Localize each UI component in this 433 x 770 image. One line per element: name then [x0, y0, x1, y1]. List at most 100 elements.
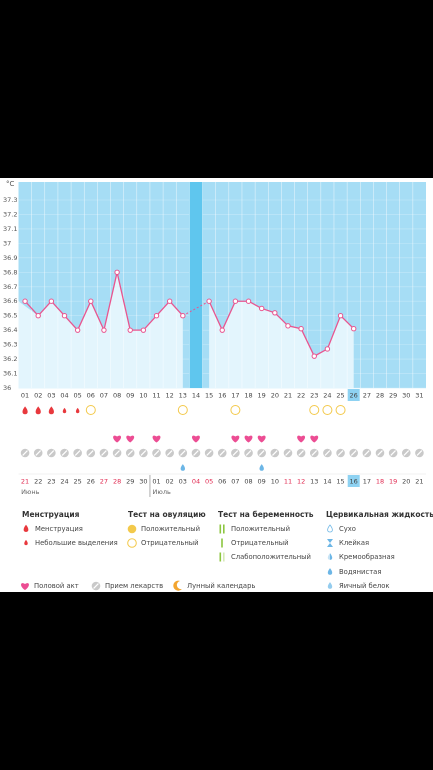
day-label: 02: [34, 392, 42, 400]
date-label: 12: [297, 478, 305, 486]
y-tick-label: 36.2: [3, 355, 17, 363]
legend-title: Менструация: [22, 510, 80, 519]
legend-icon: [219, 524, 222, 534]
day-label: 19: [258, 392, 266, 400]
day-label: 13: [179, 392, 187, 400]
temperature-point: [114, 269, 120, 276]
temperature-point: [140, 327, 147, 333]
medication-icon-slash: [245, 450, 252, 456]
y-tick-label: 36.6: [3, 297, 17, 305]
day-label: 08: [113, 392, 121, 400]
day-label: 17: [231, 392, 239, 400]
gap-connector: [182, 300, 210, 317]
legend-icon: [327, 568, 333, 575]
today-box: [347, 475, 360, 487]
y-tick-label: 36.4: [3, 326, 17, 334]
day-label: 20: [271, 392, 279, 400]
day-label: 27: [363, 392, 371, 400]
medication-icon-slash: [219, 450, 226, 456]
temperature-point: [74, 327, 81, 333]
legend-icon: [219, 552, 222, 562]
day-label: 26: [350, 392, 358, 400]
temperature-point: [337, 312, 344, 319]
medication-icon-slash: [206, 450, 212, 456]
date-label: 13: [310, 478, 318, 486]
day-label: 11: [152, 392, 160, 400]
legend-icon: [127, 538, 137, 548]
date-label: 16: [350, 478, 358, 486]
y-tick-label: 37.3: [3, 196, 17, 204]
legend-title: Тест на овуляцию: [128, 510, 206, 519]
ovulation-negative-icon: [335, 405, 346, 415]
medication-icon-slash: [153, 450, 160, 456]
temperature-point: [272, 310, 278, 316]
legend-item: Яичный белок: [339, 582, 390, 590]
legend-item: Положительный: [141, 525, 200, 533]
legend-icon: [23, 524, 29, 532]
temperature-point: [166, 298, 173, 304]
y-tick-label: 36.8: [3, 268, 17, 276]
intercourse-icon: [113, 435, 122, 443]
date-label: 25: [74, 478, 82, 486]
medication-icon-slash: [403, 450, 410, 456]
medication-icon-slash: [87, 450, 94, 456]
medication-icon-slash: [61, 450, 68, 456]
legend-icon-slash: [93, 583, 99, 589]
temperature-point: [61, 312, 68, 319]
legend-item: Небольшие выделения: [35, 539, 118, 547]
medication-icon-slash: [324, 450, 331, 456]
ovulation-negative-icon: [322, 405, 333, 415]
medication-icon-slash: [377, 450, 383, 456]
temperature-point: [22, 298, 28, 304]
unit: °С: [6, 180, 15, 188]
intercourse-icon: [257, 435, 266, 443]
medication-icon-slash: [285, 450, 291, 456]
medication-icon-slash: [390, 450, 396, 456]
menstruation-icon: [48, 406, 54, 415]
medication-icon-slash: [22, 450, 28, 456]
medication-icon-slash: [140, 450, 147, 456]
legend-icon: [327, 524, 333, 533]
month-label: Июнь: [21, 488, 40, 496]
day-label: 29: [389, 392, 397, 400]
y-tick-label: 36.5: [3, 312, 17, 320]
temperature-point: [258, 305, 265, 312]
date-label: 10: [271, 478, 279, 486]
day-label: 01: [21, 392, 29, 400]
area: [18, 272, 183, 388]
ovulation-negative-icon: [85, 405, 96, 415]
date-label: 06: [218, 478, 226, 486]
legend-item: Водянистая: [339, 568, 381, 576]
date-label: 26: [87, 478, 95, 486]
medication-icon-slash: [166, 450, 173, 456]
y-tick-label: 36.9: [3, 254, 17, 262]
date-label: 18: [376, 478, 384, 486]
temperature-point: [180, 312, 186, 319]
intercourse-icon: [192, 435, 200, 443]
date-label: 02: [166, 478, 174, 486]
medication-icon-slash: [311, 450, 318, 456]
y-tick-label: 37.1: [3, 225, 17, 233]
gap-column: [189, 182, 203, 388]
date-label: 04: [192, 478, 200, 486]
watery-icon: [259, 464, 264, 471]
date-label: 19: [389, 478, 397, 486]
date-label: 17: [363, 478, 371, 486]
temperature-point: [127, 327, 133, 333]
temperature-point: [206, 298, 212, 304]
intercourse-icon: [297, 435, 306, 443]
day-label: 05: [74, 392, 82, 400]
medication-icon-slash: [232, 450, 239, 456]
intercourse-icon: [126, 435, 135, 443]
spotting-icon: [75, 407, 80, 414]
date-label: 09: [258, 478, 266, 486]
medication-icon-slash: [193, 450, 199, 456]
day-label: 09: [126, 392, 134, 400]
temperature-point: [245, 298, 252, 304]
ovulation-negative-icon: [230, 405, 241, 415]
legend-item: Лунный календарь: [187, 582, 255, 590]
date-label: 23: [47, 478, 55, 486]
date-label: 07: [231, 478, 239, 486]
